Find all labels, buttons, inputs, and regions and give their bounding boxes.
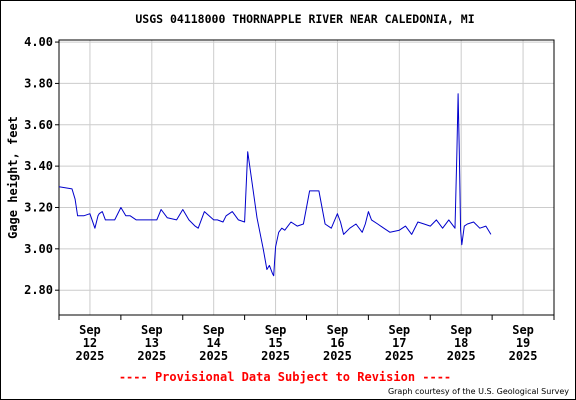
x-tick-label: 13 bbox=[145, 336, 159, 350]
y-tick-label: 2.80 bbox=[24, 283, 53, 297]
x-axis-ticks: Sep122025Sep132025Sep142025Sep152025Sep1… bbox=[58, 315, 555, 363]
x-tick-label: 2025 bbox=[447, 349, 476, 363]
x-tick-label: Sep bbox=[79, 323, 101, 337]
chart-title: USGS 04118000 THORNAPPLE RIVER NEAR CALE… bbox=[135, 12, 474, 26]
series-layer bbox=[58, 93, 492, 277]
x-tick-label: 12 bbox=[83, 336, 97, 350]
x-tick-label: 15 bbox=[268, 336, 282, 350]
series-line bbox=[58, 93, 492, 277]
x-tick-label: 18 bbox=[454, 336, 468, 350]
x-tick-label: 2025 bbox=[137, 349, 166, 363]
x-tick-label: 2025 bbox=[261, 349, 290, 363]
x-tick-label: 2025 bbox=[323, 349, 352, 363]
grid-layer bbox=[59, 40, 554, 315]
x-tick-label: 2025 bbox=[385, 349, 414, 363]
x-tick-label: Sep bbox=[512, 323, 534, 337]
y-axis-ticks: 4.00 3.80 3.60 3.40 3.20 3.00 2.80 bbox=[24, 35, 59, 297]
courtesy-credit: Graph courtesy of the U.S. Geological Su… bbox=[388, 387, 569, 396]
x-tick-label: Sep bbox=[203, 323, 225, 337]
y-axis-label: Gage height, feet bbox=[6, 116, 20, 239]
x-tick-label: 2025 bbox=[199, 349, 228, 363]
y-tick-label: 3.00 bbox=[24, 242, 53, 256]
x-tick-label: Sep bbox=[265, 323, 287, 337]
x-tick-label: 2025 bbox=[509, 349, 538, 363]
y-tick-label: 3.40 bbox=[24, 159, 53, 173]
x-tick-label: Sep bbox=[450, 323, 472, 337]
plot-area-border bbox=[58, 39, 555, 316]
x-tick-label: Sep bbox=[388, 323, 410, 337]
y-tick-label: 4.00 bbox=[24, 35, 53, 49]
y-tick-label: 3.60 bbox=[24, 118, 53, 132]
x-tick-label: 16 bbox=[330, 336, 344, 350]
x-tick-label: Sep bbox=[141, 323, 163, 337]
x-tick-label: 17 bbox=[392, 336, 406, 350]
x-tick-label: 19 bbox=[516, 336, 530, 350]
provisional-notice: ---- Provisional Data Subject to Revisio… bbox=[119, 370, 451, 384]
x-tick-label: 14 bbox=[206, 336, 220, 350]
x-tick-label: Sep bbox=[327, 323, 349, 337]
x-tick-label: 2025 bbox=[75, 349, 104, 363]
y-tick-label: 3.80 bbox=[24, 76, 53, 90]
y-tick-label: 3.20 bbox=[24, 200, 53, 214]
